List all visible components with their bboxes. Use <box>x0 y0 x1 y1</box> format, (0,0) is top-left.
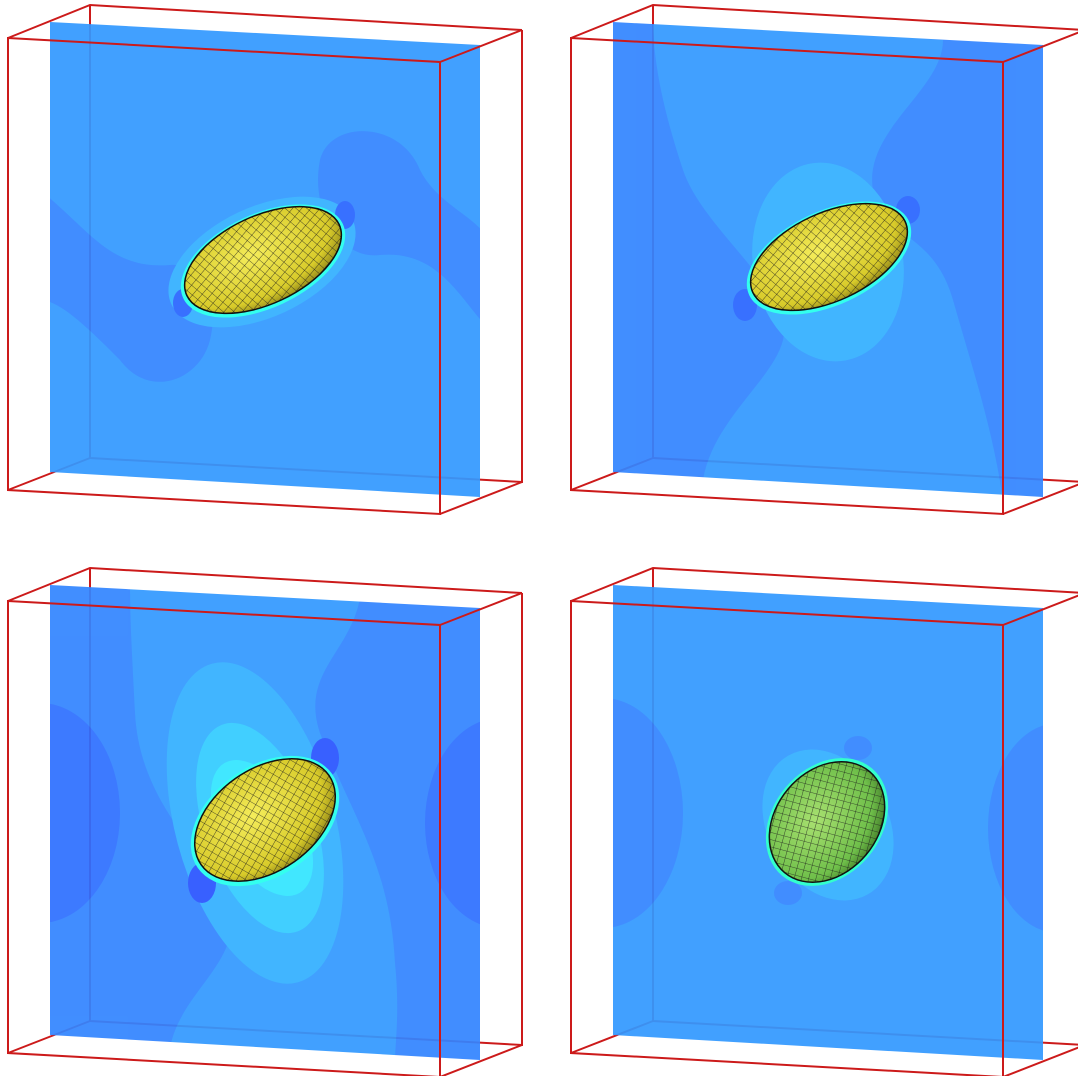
ellipsoid-mesh <box>193 758 337 882</box>
panel <box>570 567 1078 1076</box>
panel <box>570 4 1078 515</box>
panel <box>7 4 523 515</box>
ellipsoid-mesh <box>183 205 343 315</box>
panel <box>7 567 523 1076</box>
ellipsoid-mesh <box>768 760 886 884</box>
ellipsoid-mesh <box>749 202 909 312</box>
